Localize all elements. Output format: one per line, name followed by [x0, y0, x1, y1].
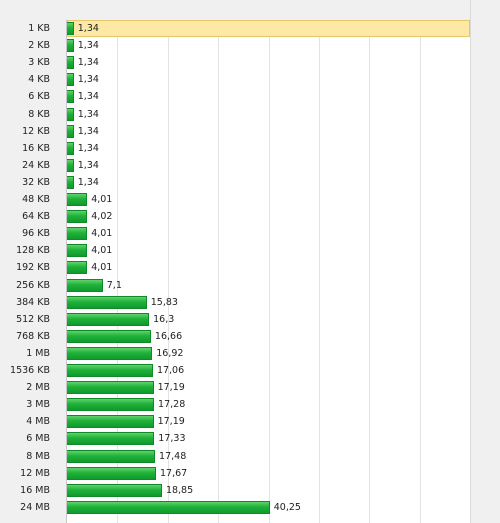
category-label: 1 MB: [26, 347, 50, 359]
value-label: 4,02: [91, 211, 113, 223]
category-label: 6 KB: [28, 91, 50, 103]
value-label: 15,83: [150, 296, 178, 308]
bar[interactable]: [67, 466, 156, 480]
vertical-scrollbar[interactable]: [470, 0, 487, 523]
category-label: 192 KB: [16, 262, 50, 274]
value-label: 4,01: [91, 262, 113, 274]
bar[interactable]: [67, 381, 154, 395]
bar[interactable]: [67, 124, 74, 138]
bar[interactable]: [67, 107, 74, 121]
bar[interactable]: [67, 312, 150, 326]
category-label: 1 KB: [28, 23, 50, 34]
bar[interactable]: [67, 500, 270, 514]
value-label: 17,28: [158, 399, 186, 411]
bar[interactable]: [67, 449, 156, 463]
bar[interactable]: [67, 141, 74, 155]
gridline: [269, 20, 270, 523]
gridline: [117, 20, 118, 523]
value-label: 1,34: [77, 91, 99, 103]
bar[interactable]: [67, 261, 88, 275]
value-label: 17,33: [158, 433, 186, 445]
value-label: 16,3: [153, 313, 175, 325]
bar[interactable]: [67, 483, 162, 497]
category-label: 3 KB: [28, 57, 50, 69]
bar[interactable]: [67, 415, 154, 429]
value-label: 1,34: [77, 125, 99, 137]
bar[interactable]: [67, 175, 74, 189]
value-label: 1,34: [77, 142, 99, 154]
category-label: 128 KB: [16, 245, 50, 257]
value-label: 4,01: [91, 245, 113, 257]
chart-plot-area: 1,34 1,34 1,34 1,34 1,34 1,34 1,34 1,34 1,34 1,34…: [66, 20, 470, 523]
value-label: 18,85: [165, 484, 194, 496]
category-label: 48 KB: [22, 194, 50, 205]
bar[interactable]: [67, 278, 103, 292]
value-label: 4,01: [91, 228, 113, 240]
category-label: 64 KB: [22, 211, 50, 223]
value-label: 16,66: [154, 330, 183, 342]
bar[interactable]: [67, 244, 88, 258]
category-label: 2 MB: [26, 382, 50, 394]
value-label: 7,1: [106, 279, 122, 291]
category-label: 12 KB: [22, 125, 50, 137]
category-label: 256 KB: [16, 279, 50, 291]
bar[interactable]: [67, 329, 151, 343]
value-label: 17,06: [156, 365, 185, 376]
category-label: 6 MB: [26, 433, 50, 445]
category-label: 96 KB: [22, 228, 50, 240]
value-label: 17,19: [157, 382, 185, 394]
bar[interactable]: [67, 193, 88, 206]
value-label: 4,01: [91, 194, 113, 205]
category-label: 4 KB: [28, 74, 50, 86]
bar[interactable]: [67, 158, 74, 172]
value-label: 17,48: [159, 450, 187, 462]
value-label: 40,25: [273, 501, 301, 513]
gridline: [420, 20, 421, 523]
bar[interactable]: [67, 432, 155, 446]
category-label: 24 KB: [22, 159, 50, 171]
category-label: 2 KB: [28, 40, 50, 52]
value-label: 1,34: [77, 57, 99, 69]
category-label: 12 MB: [20, 467, 50, 479]
category-label: 384 KB: [16, 296, 50, 308]
gridline: [168, 20, 169, 523]
bar[interactable]: [67, 56, 74, 70]
value-label: 1,34: [77, 23, 99, 34]
gridline: [319, 20, 320, 523]
category-label: 3 MB: [26, 399, 50, 411]
value-label: 17,19: [157, 416, 185, 428]
category-label: 768 KB: [16, 330, 50, 342]
bar[interactable]: [67, 39, 74, 53]
category-label: 512 KB: [16, 313, 50, 325]
gridline: [369, 20, 370, 523]
category-label: 16 KB: [22, 142, 50, 154]
selected-row-highlight[interactable]: [67, 20, 470, 37]
category-label: 8 KB: [28, 108, 50, 120]
category-label: 32 KB: [22, 176, 50, 188]
bar[interactable]: [67, 227, 88, 241]
value-label: 17,67: [160, 467, 188, 479]
category-label: 4 MB: [26, 416, 50, 428]
value-label: 1,34: [77, 176, 99, 188]
category-label: 16 MB: [20, 484, 50, 496]
value-label: 1,34: [77, 40, 99, 52]
bar[interactable]: [67, 364, 153, 377]
bar[interactable]: [67, 210, 88, 224]
category-label: 1536 KB: [10, 365, 50, 376]
bar[interactable]: [67, 73, 74, 87]
value-label: 1,34: [77, 74, 99, 86]
bar[interactable]: [67, 90, 74, 104]
bar[interactable]: [67, 22, 74, 35]
category-label: 8 MB: [26, 450, 50, 462]
value-label: 1,34: [77, 159, 99, 171]
bar[interactable]: [67, 398, 155, 412]
gridline: [218, 20, 219, 523]
value-label: 1,34: [77, 108, 99, 120]
category-label: 24 MB: [20, 501, 50, 513]
bar[interactable]: [67, 346, 153, 360]
bar[interactable]: [67, 295, 147, 309]
value-label: 16,92: [156, 347, 184, 359]
